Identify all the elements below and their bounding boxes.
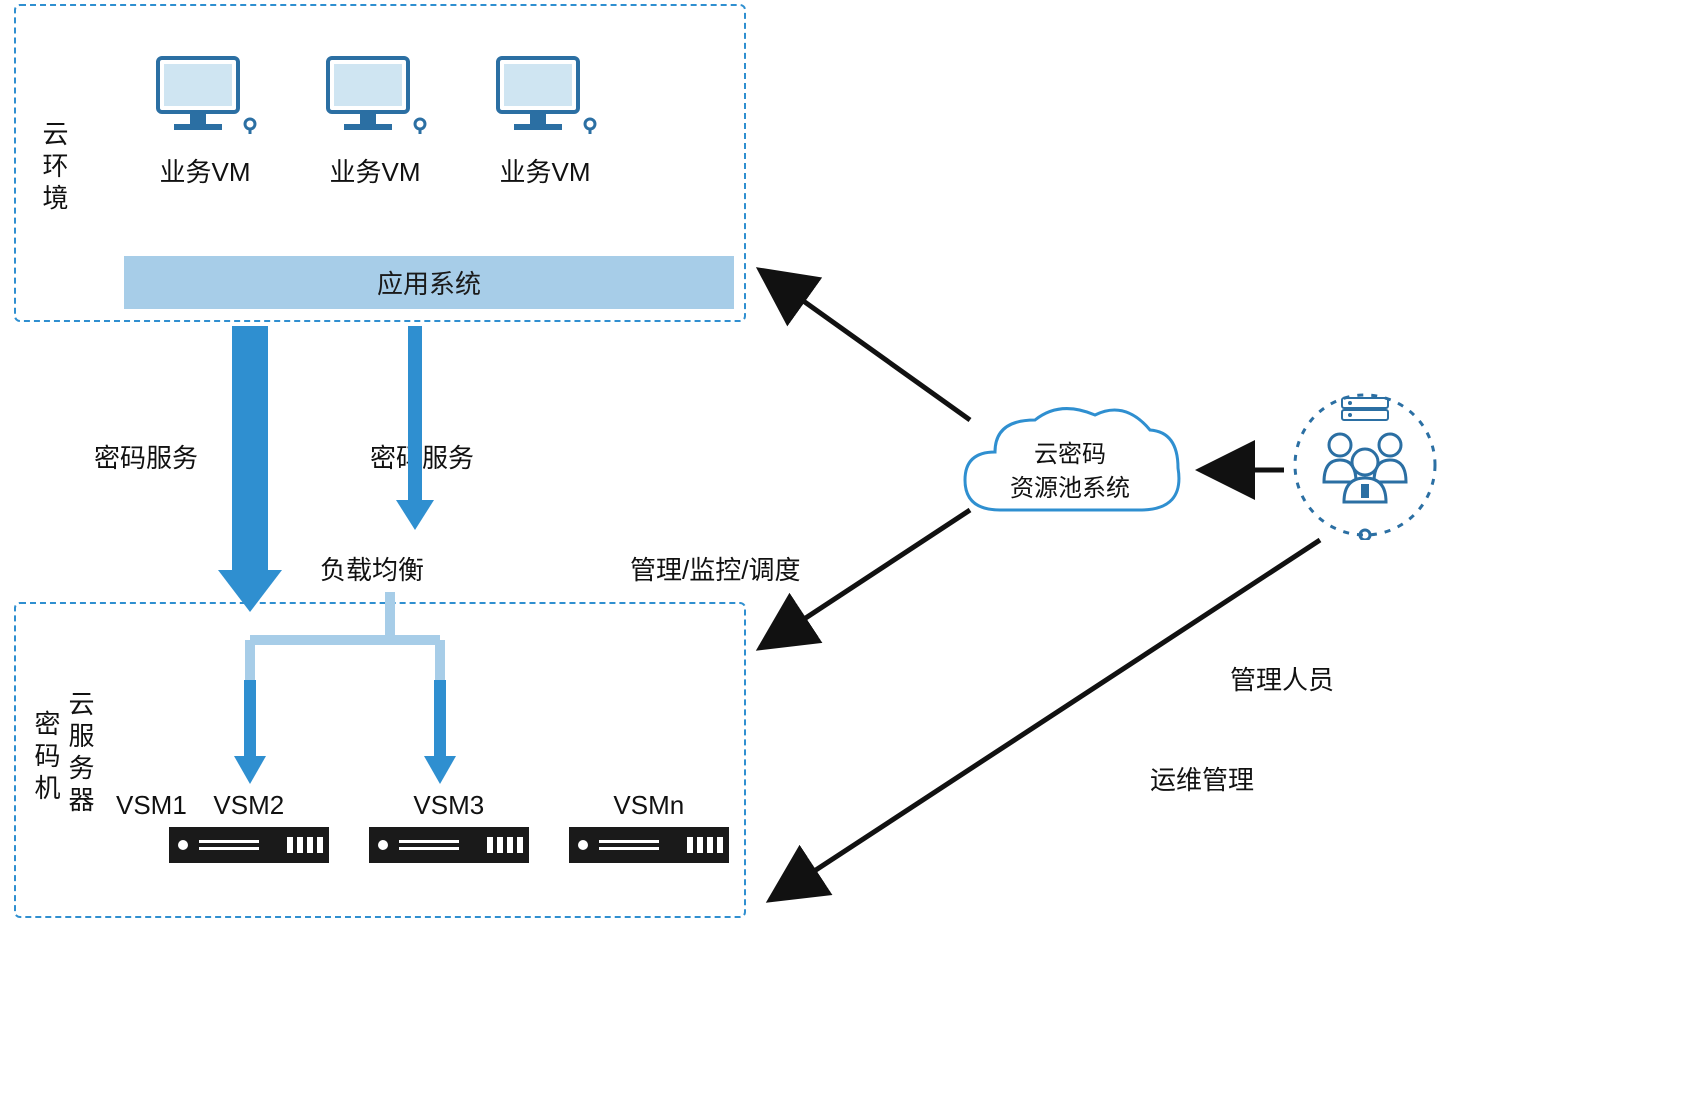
crypto-service-arrow-right bbox=[396, 326, 434, 530]
arrow-overlay bbox=[0, 0, 1687, 1099]
crypto-service-arrow-left bbox=[218, 326, 282, 612]
load-balance-tree bbox=[250, 592, 440, 680]
architecture-diagram: 云环境 业务VM 业务VM bbox=[0, 0, 1687, 1099]
arrow-people-to-servers bbox=[770, 540, 1320, 900]
lb-arrow-1 bbox=[234, 680, 266, 784]
arrow-cloud-to-env bbox=[760, 270, 970, 420]
lb-arrow-2 bbox=[424, 680, 456, 784]
arrow-cloud-to-servers bbox=[760, 510, 970, 648]
